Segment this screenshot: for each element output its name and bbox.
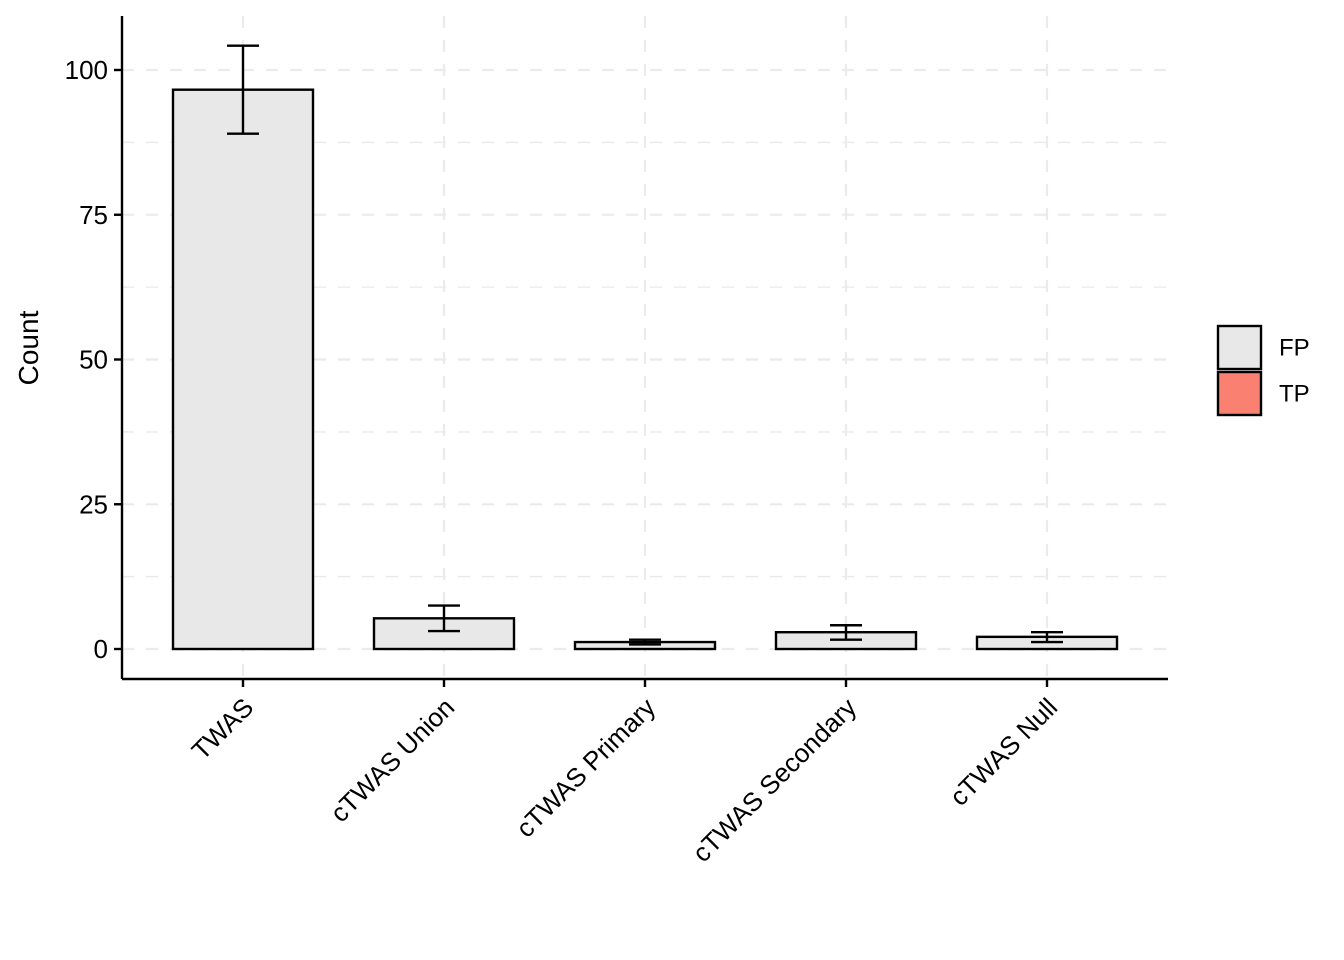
legend-key-tp xyxy=(1216,370,1263,417)
x-tick-label: cTWAS Primary xyxy=(510,692,661,843)
x-tick-label: TWAS xyxy=(186,692,260,766)
error-bars-group xyxy=(227,44,1063,646)
error-bar xyxy=(428,604,460,633)
x-tick-label: cTWAS Secondary xyxy=(686,692,862,868)
error-bar xyxy=(227,44,259,135)
y-axis-title: Count xyxy=(13,310,44,385)
y-tick-label: 50 xyxy=(79,345,108,375)
legend-label-fp: FP xyxy=(1279,335,1310,362)
error-bar xyxy=(629,638,661,646)
y-tick-labels: 0 25 50 75 100 xyxy=(65,55,108,664)
legend-key-fp xyxy=(1216,324,1263,371)
y-tick-label: 25 xyxy=(79,489,108,519)
x-tick-label: cTWAS Null xyxy=(944,692,1064,812)
x-tick-labels: TWAS cTWAS Union cTWAS Primary cTWAS Second… xyxy=(186,692,1064,868)
x-tick-label: cTWAS Union xyxy=(324,692,460,828)
legend: FP TP xyxy=(1216,324,1310,417)
error-bar xyxy=(830,624,862,641)
bar-twas xyxy=(171,88,315,651)
bars-group xyxy=(171,88,1119,651)
y-tick-label: 75 xyxy=(79,200,108,230)
y-tick-label: 0 xyxy=(94,634,108,664)
y-tick-label: 100 xyxy=(65,55,108,85)
axes-group xyxy=(114,16,1168,687)
error-bar xyxy=(1031,631,1063,644)
legend-label-tp: TP xyxy=(1279,381,1310,408)
